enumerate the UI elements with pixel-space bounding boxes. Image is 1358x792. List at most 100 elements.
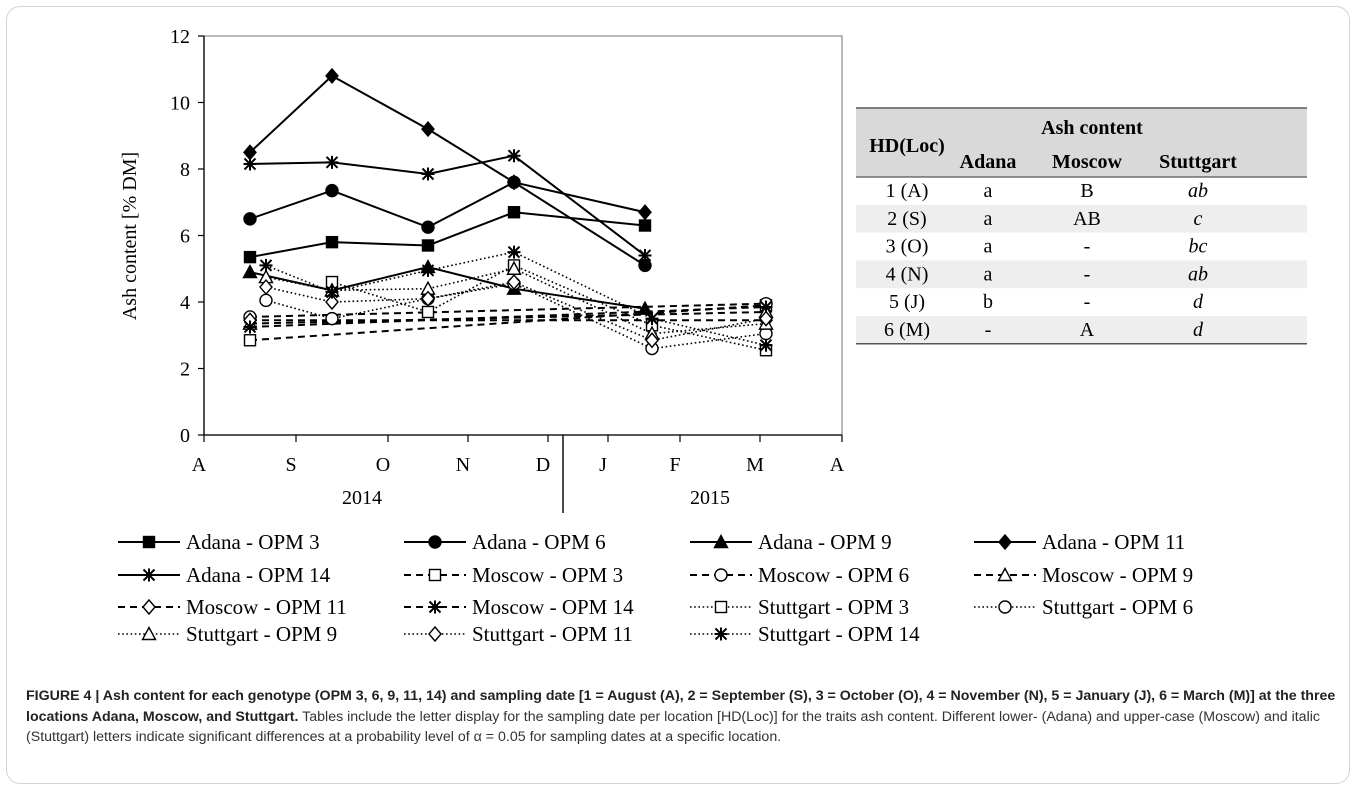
legend-entry: Stuttgart - OPM 11 — [404, 622, 633, 646]
legend-marker — [142, 598, 156, 616]
data-point — [259, 258, 273, 272]
legend-label: Moscow - OPM 14 — [472, 595, 634, 619]
data-point — [421, 263, 435, 277]
legend-label: Moscow - OPM 3 — [472, 563, 623, 587]
series-line — [249, 266, 646, 310]
y-tick-label: 12 — [170, 26, 190, 48]
x-tick-label: A — [192, 454, 207, 476]
legend-label: Adana - OPM 6 — [472, 530, 606, 554]
data-point — [507, 245, 521, 259]
legend-marker — [714, 568, 728, 582]
y-tick-label: 6 — [180, 226, 190, 248]
legend-marker — [714, 600, 728, 614]
legend-marker — [142, 568, 156, 582]
plot-border — [203, 35, 843, 436]
x-tick-label: S — [285, 454, 296, 476]
data-point — [325, 311, 339, 326]
table-cell-stuttgart: d — [1193, 291, 1204, 313]
legend-entry: Moscow - OPM 9 — [974, 563, 1193, 587]
table-cell-adana: b — [983, 291, 993, 313]
table-cell-hd: 3 (O) — [886, 236, 929, 258]
data-point — [325, 293, 339, 311]
legend-entry: Adana - OPM 3 — [118, 530, 320, 554]
series-adana-opm-6 — [243, 175, 652, 273]
legend-label: Adana - OPM 14 — [186, 563, 331, 587]
caption-title: FIGURE 4 | Ash content for each genotype… — [26, 688, 1336, 725]
data-point — [638, 248, 652, 262]
legend-label: Stuttgart - OPM 3 — [758, 595, 909, 619]
legend-entry: Stuttgart - OPM 3 — [690, 595, 909, 619]
table-cell-adana: a — [984, 180, 993, 202]
data-point — [259, 293, 273, 308]
y-tick-label: 10 — [170, 93, 190, 115]
table-cell-moscow: A — [1080, 319, 1095, 341]
data-point — [638, 204, 652, 221]
table-cell-stuttgart: ab — [1188, 180, 1208, 202]
data-point — [325, 183, 339, 198]
data-point — [645, 312, 659, 326]
series-adana-opm-14 — [243, 149, 652, 262]
x-tick-label: N — [456, 454, 470, 476]
legend-label: Adana - OPM 9 — [758, 530, 892, 554]
legend-marker — [998, 600, 1012, 614]
table-cell-stuttgart: c — [1194, 208, 1203, 230]
data-point — [421, 167, 435, 181]
table-cell-moscow: - — [1084, 236, 1091, 258]
data-point — [259, 278, 273, 296]
figure-caption: FIGURE 4 | Ash content for each genotype… — [26, 686, 1336, 748]
legend-entry: Stuttgart - OPM 9 — [118, 622, 337, 646]
y-tick-label: 4 — [180, 292, 190, 314]
legend-entry: Moscow - OPM 11 — [118, 595, 347, 619]
table-cell-hd: 2 (S) — [887, 208, 926, 230]
legend-label: Adana - OPM 3 — [186, 530, 320, 554]
table-row-stripe — [856, 316, 1307, 344]
series-adana-opm-9 — [242, 259, 653, 315]
series-line — [331, 264, 767, 351]
series-line — [249, 181, 646, 267]
series-stuttgart-opm-11 — [259, 273, 773, 349]
legend-marker — [713, 534, 729, 549]
data-point — [325, 155, 339, 169]
table-cell-adana: a — [984, 236, 993, 258]
table-column-header: Stuttgart — [1159, 151, 1237, 173]
table-cell-moscow: - — [1084, 263, 1091, 285]
legend: Adana - OPM 3 Adana - OPM 6 Adana - OPM 9 A… — [118, 530, 1193, 646]
series-line — [249, 304, 767, 342]
legend-entry: Stuttgart - OPM 14 — [690, 622, 920, 646]
legend-label: Stuttgart - OPM 6 — [1042, 595, 1193, 619]
table-cell-hd: 6 (M) — [884, 319, 930, 341]
table-cell-hd: 5 (J) — [889, 291, 925, 313]
legend-entry: Adana - OPM 9 — [690, 530, 892, 554]
data-point — [421, 290, 435, 307]
data-point — [242, 264, 258, 279]
y-tick-label: 0 — [180, 425, 190, 447]
year-label: 2014 — [342, 487, 382, 509]
legend-entry: Adana - OPM 6 — [404, 530, 606, 554]
series-stuttgart-opm-3 — [325, 259, 773, 357]
table-cell-stuttgart: d — [1193, 319, 1204, 341]
series-line — [265, 281, 767, 342]
year-label: 2015 — [690, 487, 730, 509]
x-tick-label: M — [746, 454, 764, 476]
legend-marker — [142, 535, 156, 549]
caption-text: Tables include the letter display for th… — [26, 708, 1320, 746]
x-tick-label: F — [669, 454, 680, 476]
table-cell-moscow: - — [1084, 291, 1091, 313]
legend-marker — [998, 533, 1012, 551]
table-header-hd: HD(Loc) — [869, 135, 945, 157]
table-cell-hd: 1 (A) — [886, 180, 929, 202]
series-moscow-opm-14 — [243, 300, 773, 334]
data-point — [759, 338, 773, 352]
table-cell-stuttgart: ab — [1188, 263, 1208, 285]
y-axis-label: Ash content [% DM] — [119, 152, 141, 320]
y-tick-label: 8 — [180, 159, 190, 181]
data-point — [243, 157, 257, 171]
table-column-header: Adana — [960, 151, 1017, 173]
table-cell-stuttgart: bc — [1189, 236, 1208, 258]
data-point — [507, 206, 521, 219]
table-cell-adana: a — [984, 208, 993, 230]
legend-marker — [714, 627, 728, 641]
legend-marker — [428, 600, 442, 614]
data-point — [243, 212, 257, 226]
data-point — [759, 300, 773, 314]
